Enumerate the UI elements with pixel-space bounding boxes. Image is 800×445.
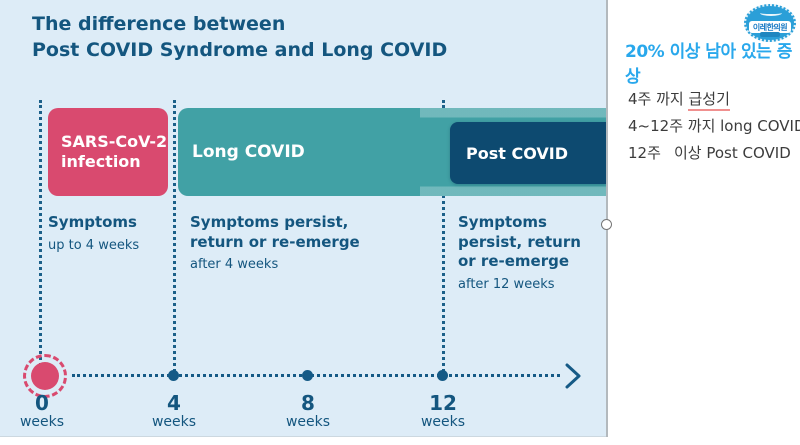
- clinic-logo-label: 이레한의원: [752, 22, 788, 32]
- title-line-1: The difference between: [32, 13, 286, 35]
- column-heading: Symptoms: [48, 213, 137, 231]
- sars-cov-2-infection-box: SARS-CoV-2 infection: [48, 108, 168, 196]
- tick-unit: weeks: [420, 414, 466, 430]
- symptoms-column-post-covid: Symptoms persist, return or re-emerge af…: [458, 213, 593, 292]
- symptoms-column-infection: Symptoms up to 4 weeks: [48, 213, 173, 253]
- timeline-arrow-icon: [562, 362, 584, 394]
- note-line-long-covid: 4~12주 까지 long COVID: [628, 117, 800, 135]
- note-line3-prefix: 12주: [628, 144, 661, 162]
- note-line3-rest: 이상 Post COVID: [674, 144, 791, 162]
- timeline-tick-8: 8 weeks: [276, 392, 340, 430]
- note-line1-prefix: 4주 까지: [628, 90, 689, 108]
- tick-value: 12: [429, 391, 457, 415]
- notes-heading: 20% 이상 남아 있는 증상: [625, 42, 792, 87]
- title-line-2: Post COVID Syndrome and Long COVID: [32, 38, 448, 61]
- timeline-tick-12: 12 weeks: [411, 392, 475, 430]
- tick-value: 4: [167, 391, 181, 415]
- column-heading: Symptoms persist, return or re-emerge: [190, 213, 360, 251]
- timeline-tick-4: 4 weeks: [142, 392, 206, 430]
- covid-timeline-infographic-image[interactable]: The difference between Post COVID Syndro…: [0, 0, 607, 437]
- notes-list: 4주 까지 급성기 4~12주 까지 long COVID 12주 이상 Post…: [628, 86, 800, 167]
- column-subtext: up to 4 weeks: [48, 237, 140, 253]
- timeline-dot-12-weeks: [437, 370, 448, 381]
- clinic-logo-badge: 이레한의원: [744, 4, 796, 42]
- timeline-dot-8-weeks: [302, 370, 313, 381]
- infection-label-line-2: infection: [61, 152, 141, 171]
- note-line-post-covid: 12주 이상 Post COVID: [628, 140, 798, 167]
- image-edge-divider: [606, 0, 608, 437]
- logo-footer-band: [760, 32, 780, 37]
- tick-unit: weeks: [19, 414, 65, 430]
- dotted-guide-line-12-weeks: [442, 100, 445, 372]
- coronavirus-icon: [23, 354, 67, 398]
- infographic-title: The difference between Post COVID Syndro…: [32, 12, 447, 63]
- note-line1-underlined-term: 급성기: [688, 90, 730, 111]
- timeline-dot-4-weeks: [168, 370, 179, 381]
- infection-label-line-1: SARS-CoV-2: [61, 132, 168, 151]
- dotted-guide-line-4-weeks: [173, 100, 176, 372]
- post-covid-box: Post COVID: [450, 122, 607, 184]
- note-line-acute-phase: 4주 까지 급성기: [628, 86, 798, 113]
- timeline-tick-0: 0 weeks: [10, 392, 74, 430]
- symptoms-column-long-covid: Symptoms persist, return or re-emerge af…: [190, 213, 375, 272]
- image-resize-handle[interactable]: [601, 219, 612, 230]
- logo-swoosh-icon: [760, 10, 782, 16]
- tick-value: 8: [301, 391, 315, 415]
- timeline-dotted-axis: [72, 374, 560, 377]
- column-subtext: after 4 weeks: [190, 257, 279, 272]
- post-covid-label: Post COVID: [466, 143, 568, 163]
- notes-panel: 이레한의원 20% 이상 남아 있는 증상 4주 까지 급성기 4~12주 까지…: [608, 0, 800, 445]
- dotted-guide-line-0-weeks: [39, 100, 42, 372]
- column-heading: Symptoms persist, return or re-emerge: [458, 213, 581, 270]
- tick-value: 0: [35, 391, 49, 415]
- column-subtext: after 12 weeks: [458, 276, 555, 292]
- tick-unit: weeks: [285, 414, 331, 430]
- long-covid-label: Long COVID: [192, 142, 305, 162]
- tick-unit: weeks: [151, 414, 197, 430]
